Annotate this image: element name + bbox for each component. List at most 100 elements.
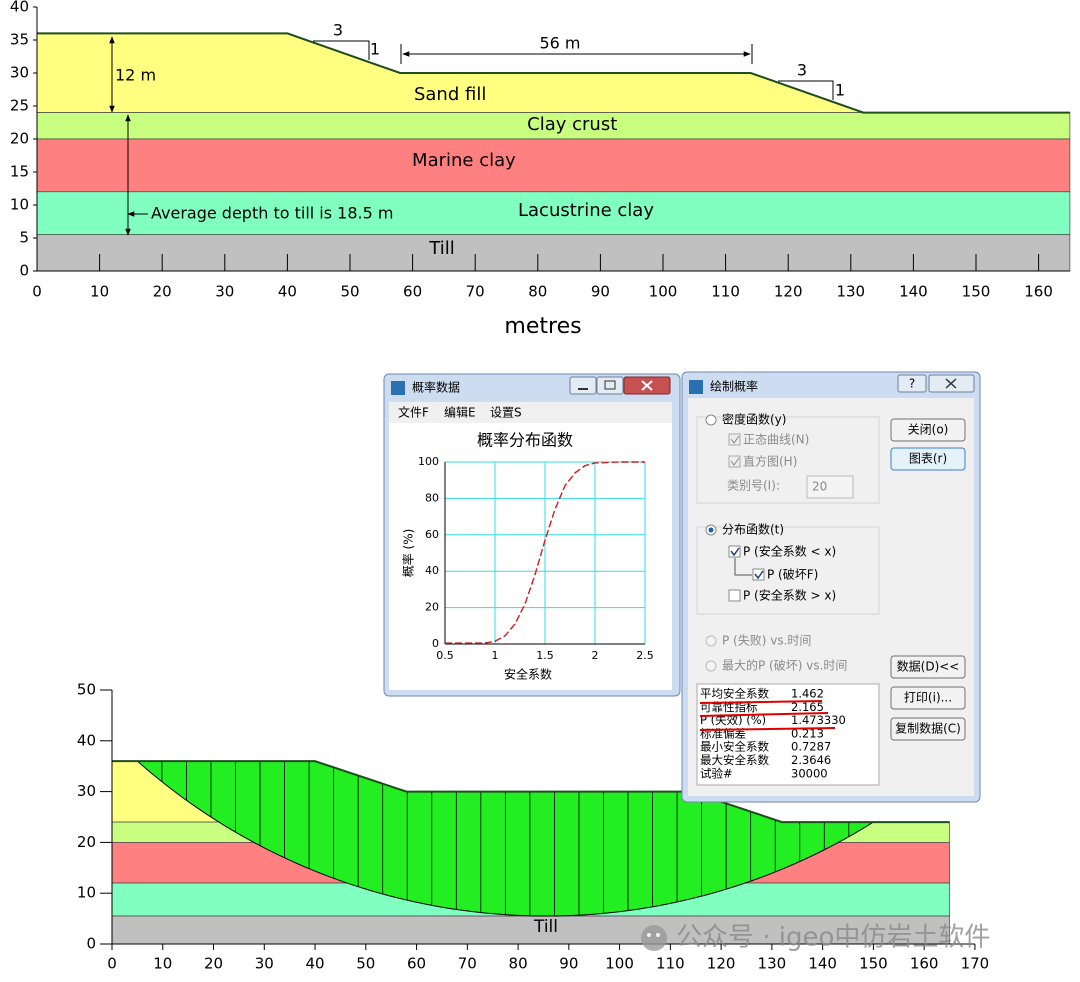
x-tick-label: 60 <box>403 283 422 301</box>
x-tick-label: 120 <box>707 955 736 973</box>
x-tick-label: 90 <box>591 283 610 301</box>
x-tick-label: 70 <box>458 955 477 973</box>
x-tick-label: 60 <box>407 955 426 973</box>
button-face[interactable] <box>890 686 966 710</box>
x-tick-label: 150 <box>859 955 888 973</box>
button-label: 数据(D)<< <box>897 659 960 674</box>
button-label: 关闭(o) <box>908 423 949 437</box>
y-tick-label: 50 <box>77 681 96 699</box>
button-label: 复制数据(C) <box>895 721 961 736</box>
radio[interactable] <box>705 414 717 426</box>
text-field[interactable] <box>806 475 854 499</box>
highlight-underlines <box>699 700 836 731</box>
x-tick-label: 160 <box>910 955 939 973</box>
radio[interactable] <box>705 660 717 672</box>
close-icon <box>641 380 653 391</box>
menu-item[interactable]: 文件F <box>398 405 429 420</box>
statistic-value: 30000 <box>791 766 828 780</box>
y-tick-label: 40 <box>425 564 439 577</box>
y-tick-label: 15 <box>10 163 29 181</box>
y-tick-label: 35 <box>10 31 29 49</box>
y-tick-label: 25 <box>10 97 29 115</box>
menu-item[interactable]: 编辑E <box>444 405 476 420</box>
x-tick-label: 10 <box>90 283 109 301</box>
y-axis-label: 概率 (%) <box>401 529 416 578</box>
x-tick-label: 30 <box>255 955 274 973</box>
radio-label: P (失败) vs.时间 <box>722 633 811 648</box>
radio-label: 密度函数(y) <box>722 412 786 427</box>
x-axis-label: 安全系数 <box>504 667 552 682</box>
maximize-button[interactable] <box>596 376 624 395</box>
annotation: 3 <box>797 61 807 80</box>
button[interactable]: 打印(i)... <box>890 686 966 710</box>
x-tick-label: 110 <box>711 283 740 301</box>
button-face[interactable] <box>890 418 966 442</box>
statistic-value: 0.213 <box>791 726 824 740</box>
checkbox-label: P (破坏F) <box>767 567 818 582</box>
y-tick-label: 10 <box>10 196 29 214</box>
annotation: 1 <box>370 40 380 59</box>
layer-label: Lacustrine clay <box>518 200 654 221</box>
button[interactable]: 复制数据(C) <box>890 717 966 741</box>
checkbox[interactable] <box>728 455 741 468</box>
x-tick-label: 20 <box>204 955 223 973</box>
field-label: 类别号(I): <box>727 479 780 493</box>
menu-bar <box>389 402 672 423</box>
checkbox-label: 正态曲线(N) <box>743 433 809 447</box>
maximize-icon <box>604 380 616 390</box>
button-face[interactable] <box>890 717 966 741</box>
window-title: 绘制概率 <box>710 379 758 394</box>
x-tick-label: 10 <box>153 955 172 973</box>
statistic-value: 1.462 <box>791 687 824 701</box>
minimize-button[interactable] <box>569 376 597 395</box>
checkbox[interactable] <box>728 589 741 602</box>
slope-marker <box>313 40 370 60</box>
y-tick-label: 40 <box>77 731 96 749</box>
y-tick-label: 0 <box>86 935 96 953</box>
probability-window: 概率数据 文件F 编辑E 设置S 概率分布函数 概率 (%) 安全系数 0.5 1… <box>383 373 681 697</box>
statistic-name: 最大安全系数 <box>700 753 769 767</box>
checkbox[interactable] <box>728 545 741 558</box>
button-face[interactable] <box>890 655 966 679</box>
statistic-name: 最小安全系数 <box>700 740 769 754</box>
x-tick-label: 160 <box>1024 283 1053 301</box>
x-tick-label: 50 <box>340 283 359 301</box>
cdf-curve <box>445 461 645 644</box>
underline <box>699 712 829 717</box>
x-tick-label: 80 <box>528 283 547 301</box>
button-face[interactable] <box>890 447 966 471</box>
annotation: 1 <box>835 81 845 100</box>
checkbox[interactable] <box>728 433 741 446</box>
radio-dot <box>708 527 714 533</box>
x-tick-label: 100 <box>649 283 678 301</box>
x-tick-label: 100 <box>605 955 634 973</box>
help-button-label: ? <box>909 377 915 391</box>
layer-label: Marine clay <box>412 150 516 171</box>
cdf-chart: 0.5 1 1.5 2 2.5 0 20 40 60 80 100 <box>418 455 654 662</box>
button[interactable]: 图表(r) <box>890 447 966 471</box>
x-tick-label: 150 <box>962 283 991 301</box>
checkbox[interactable] <box>752 568 765 581</box>
button[interactable]: 数据(D)<< <box>890 655 966 679</box>
x-tick-label: 40 <box>305 955 324 973</box>
x-tick-label: 40 <box>278 283 297 301</box>
x-tick-label: 110 <box>656 955 685 973</box>
menu-item[interactable]: 设置S <box>490 406 522 420</box>
tree-line <box>734 558 752 576</box>
chart-title: 概率分布函数 <box>477 431 573 450</box>
statistic-name: 平均安全系数 <box>700 687 769 701</box>
underline <box>699 700 823 704</box>
help-button[interactable] <box>897 374 927 393</box>
button-label: 打印(i)... <box>904 691 952 705</box>
y-tick-label: 10 <box>77 884 96 902</box>
check-mark <box>730 547 740 557</box>
button[interactable]: 关闭(o) <box>890 418 966 442</box>
layer-label: Till <box>533 917 558 937</box>
plot-dialog: 绘制概率 ? 密度函数(y) 正态曲线(N) 直方图(H) 类别号(I): 20… <box>681 371 981 803</box>
statistic-value: 0.7287 <box>791 740 831 754</box>
radio[interactable] <box>705 635 717 647</box>
ground-surface <box>112 760 950 824</box>
